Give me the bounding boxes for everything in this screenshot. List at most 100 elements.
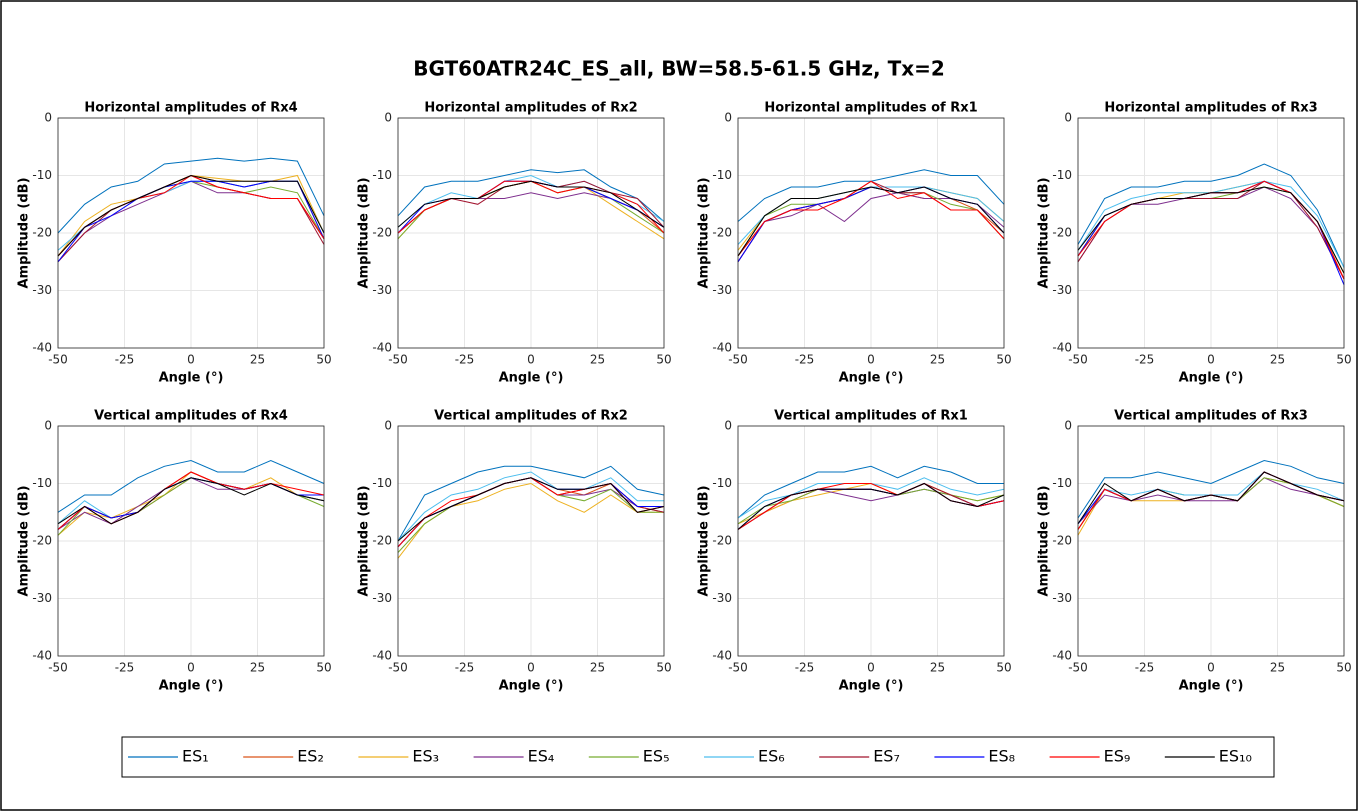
series-line (737, 180, 1005, 257)
y-tick-label: -30 (372, 283, 392, 297)
y-tick-label: -30 (32, 283, 52, 297)
axes-box (57, 117, 325, 349)
x-tick-label: 50 (656, 661, 671, 675)
y-tick-label: -40 (1052, 649, 1072, 663)
x-tick-label: 0 (187, 661, 195, 675)
x-axis-label: Angle (°) (159, 679, 224, 694)
y-tick-label: -30 (712, 283, 732, 297)
x-axis-label: Angle (°) (159, 371, 224, 386)
y-tick-label: -20 (32, 226, 52, 240)
legend-label: ES₅ (643, 747, 670, 766)
legend-label: ES₁₀ (1219, 747, 1252, 766)
x-axis-label: Angle (°) (839, 371, 904, 386)
x-tick-label: -50 (728, 353, 748, 367)
series-line (737, 482, 1005, 530)
y-tick-label: 0 (1064, 419, 1072, 433)
x-tick-label: 50 (1336, 353, 1351, 367)
x-tick-label: 50 (656, 353, 671, 367)
x-tick-label: -50 (1068, 353, 1088, 367)
y-tick-label: 0 (724, 419, 732, 433)
x-tick-label: -25 (455, 353, 475, 367)
y-tick-label: 0 (1064, 111, 1072, 125)
subplot-title: Vertical amplitudes of Rx4 (94, 409, 288, 424)
series-line (57, 157, 325, 234)
y-tick-label: -40 (712, 341, 732, 355)
y-tick-label: -20 (32, 534, 52, 548)
subplot-title: Horizontal amplitudes of Rx3 (1104, 101, 1317, 116)
x-tick-label: -25 (795, 353, 815, 367)
axes-box (1077, 117, 1345, 349)
y-tick-label: 0 (44, 111, 52, 125)
y-tick-label: -30 (712, 591, 732, 605)
x-tick-label: 50 (1336, 661, 1351, 675)
y-axis-label: Amplitude (dB) (17, 485, 32, 596)
series-line (737, 465, 1004, 519)
x-tick-label: 0 (187, 353, 195, 367)
series-line (57, 459, 325, 513)
y-tick-label: -10 (372, 476, 392, 490)
legend-label: ES₈ (988, 747, 1015, 766)
x-tick-label: 25 (1270, 661, 1285, 675)
y-tick-label: -10 (1052, 168, 1072, 182)
legend-label: ES₃ (412, 747, 439, 766)
y-tick-label: -40 (32, 341, 52, 355)
subplot-title: Horizontal amplitudes of Rx4 (84, 101, 297, 116)
y-tick-label: -30 (1052, 283, 1072, 297)
x-axis-label: Angle (°) (1179, 371, 1244, 386)
x-tick-label: 50 (316, 661, 331, 675)
legend-label: ES₉ (1104, 747, 1131, 766)
x-tick-label: 25 (250, 661, 265, 675)
x-tick-label: -25 (115, 353, 135, 367)
y-tick-label: -10 (712, 168, 732, 182)
series-line (1077, 477, 1345, 525)
y-tick-label: -40 (1052, 341, 1072, 355)
axes-box (737, 117, 1005, 349)
y-tick-label: -20 (712, 534, 732, 548)
x-tick-label: -50 (388, 353, 408, 367)
y-tick-label: 0 (384, 111, 392, 125)
legend-label: ES₇ (873, 747, 900, 766)
y-tick-label: 0 (724, 111, 732, 125)
y-tick-label: -40 (372, 649, 392, 663)
y-tick-label: -10 (1052, 476, 1072, 490)
y-tick-label: -10 (712, 476, 732, 490)
y-tick-label: 0 (384, 419, 392, 433)
axes-box (737, 425, 1005, 657)
axes-box (57, 425, 325, 657)
x-tick-label: 50 (316, 353, 331, 367)
x-axis-label: Angle (°) (1179, 679, 1244, 694)
y-axis-label: Amplitude (dB) (357, 485, 372, 596)
legend-label: ES₁ (182, 747, 209, 766)
y-tick-label: -10 (372, 168, 392, 182)
y-tick-label: -40 (32, 649, 52, 663)
series-line (397, 471, 664, 542)
x-tick-label: -50 (728, 661, 748, 675)
y-tick-label: -20 (712, 226, 732, 240)
x-tick-label: 25 (930, 353, 945, 367)
x-tick-label: -50 (48, 353, 68, 367)
series-line (57, 174, 325, 257)
x-tick-label: 25 (1270, 353, 1285, 367)
x-tick-label: 25 (930, 661, 945, 675)
x-tick-label: 0 (867, 353, 875, 367)
x-tick-label: -25 (1135, 661, 1155, 675)
series-line (397, 465, 665, 542)
x-tick-label: 0 (527, 353, 535, 367)
x-tick-label: -25 (115, 661, 135, 675)
axes-box (397, 117, 665, 349)
series-line (1077, 459, 1345, 519)
subplot-title: Horizontal amplitudes of Rx2 (424, 101, 637, 116)
y-tick-label: 0 (44, 419, 52, 433)
y-tick-label: -20 (372, 226, 392, 240)
x-tick-label: -50 (48, 661, 68, 675)
legend-label: ES₄ (528, 747, 555, 766)
y-tick-label: -30 (1052, 591, 1072, 605)
x-tick-label: 50 (996, 353, 1011, 367)
series-line (1077, 186, 1345, 274)
y-axis-label: Amplitude (dB) (697, 177, 712, 288)
legend-box (121, 736, 1275, 778)
series-line (57, 477, 325, 525)
x-tick-label: 25 (590, 353, 605, 367)
x-tick-label: 0 (527, 661, 535, 675)
